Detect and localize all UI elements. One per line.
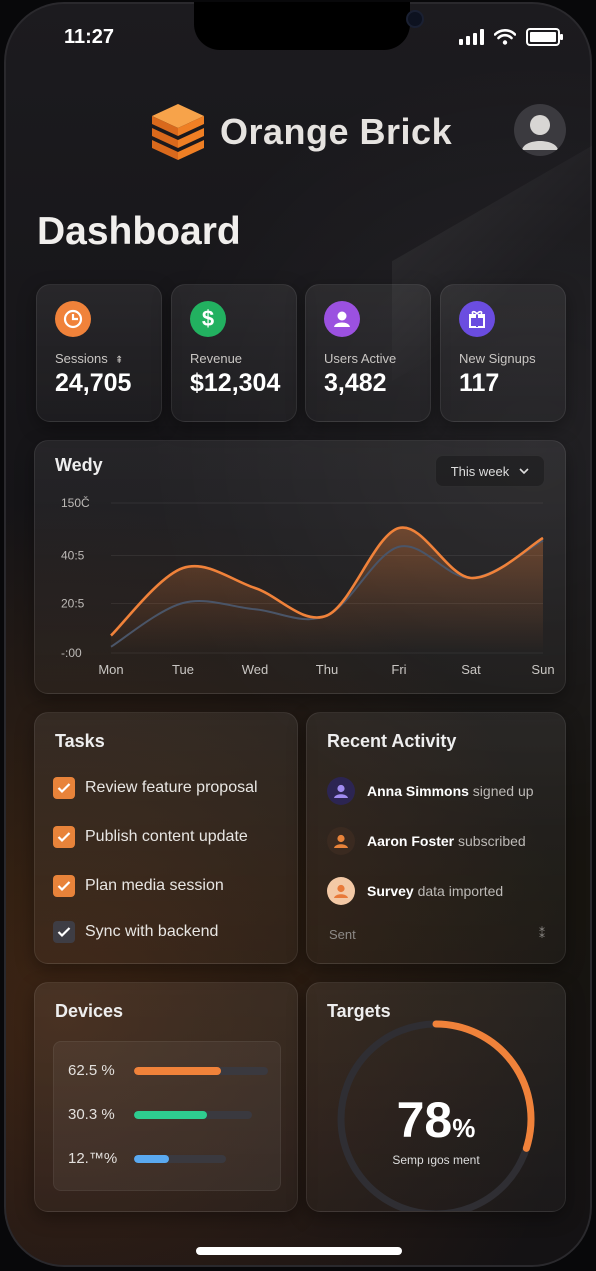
stat-card-sessions[interactable]: Sessions ⇞ 24,705 <box>36 284 162 422</box>
tasks-title: Tasks <box>55 731 105 751</box>
camera-icon <box>406 10 424 28</box>
task-label: Plan media session <box>85 877 224 894</box>
x-tick-label: Tue <box>172 662 194 677</box>
range-dropdown-label: This week <box>450 463 510 479</box>
y-tick-label: 40:5 <box>61 549 85 563</box>
devices-panel: 62.5 % 30.3 % 12.™% <box>53 1041 281 1191</box>
activity-card: Recent Activity Anna Simmons signed up A… <box>306 712 566 964</box>
chart-title: Wedy <box>55 455 103 475</box>
y-tick-label: -:00 <box>61 646 82 660</box>
devices-title: Devices <box>55 1001 124 1021</box>
checkbox-checked-icon[interactable] <box>53 921 75 943</box>
task-item[interactable]: Publish content update <box>53 826 248 848</box>
activity-item[interactable]: Anna Simmons signed up <box>327 777 534 805</box>
notch <box>194 2 424 50</box>
stat-value: 117 <box>459 369 500 397</box>
x-tick-label: Fri <box>391 662 406 677</box>
activity-action: signed up <box>472 783 534 799</box>
user-avatar-icon <box>327 877 355 905</box>
phone-screen: 11:27 Orange Brick Dashboard <box>4 2 592 1267</box>
targets-caption: Semp ıgos ment <box>392 1153 480 1167</box>
user-silhouette-icon <box>522 115 558 150</box>
profile-avatar[interactable] <box>514 104 566 156</box>
device-progress-bar <box>134 1110 252 1119</box>
stat-label: New Signups <box>459 351 536 366</box>
targets-progress-ring <box>337 1020 535 1211</box>
status-time: 11:27 <box>64 26 115 48</box>
stat-value: 24,705 <box>55 369 132 397</box>
activity-footer[interactable]: Sent <box>329 927 356 942</box>
checkbox-checked-icon[interactable] <box>53 875 75 897</box>
x-tick-label: Thu <box>316 662 338 677</box>
checkbox-checked-icon[interactable] <box>53 777 75 799</box>
activity-item[interactable]: Survey data imported <box>327 877 503 905</box>
targets-value: 78% <box>396 1092 476 1148</box>
stat-label: Users Active <box>324 351 397 366</box>
stat-label: Revenue <box>190 351 243 366</box>
task-label: Sync with backend <box>85 923 219 940</box>
activity-name: Anna Simmons <box>367 783 469 799</box>
user-avatar-icon <box>327 777 355 805</box>
activity-action: data imported <box>417 883 504 899</box>
activity-title: Recent Activity <box>327 731 457 751</box>
dollar-icon: $ <box>190 301 226 337</box>
battery-icon <box>526 28 563 46</box>
device-row: 62.5 % <box>68 1062 268 1079</box>
range-dropdown[interactable]: This week <box>435 455 545 487</box>
clock-icon <box>55 301 91 337</box>
line-chart: 150Č 40:5 20:5 -:00 Mon Tue Wed Thu Fri Sat Sun <box>61 495 555 677</box>
x-tick-label: Sun <box>531 662 554 677</box>
stat-card-revenue[interactable]: $ Revenue $12,304 <box>171 284 297 422</box>
devices-card: Devices 62.5 % 30.3 % 12.™% <box>34 982 298 1212</box>
activity-footer-icon: ⁑ <box>539 927 545 941</box>
x-tick-label: Sat <box>461 662 481 677</box>
stat-card-new-signups[interactable]: New Signups 117 <box>440 284 566 422</box>
page-title: Dashboard <box>37 210 241 253</box>
sessions-marker: ⇞ <box>114 355 124 366</box>
device-progress-bar <box>134 1154 226 1163</box>
gift-icon <box>459 301 495 337</box>
home-indicator[interactable] <box>196 1247 402 1255</box>
device-percent: 12.™% <box>68 1150 118 1167</box>
x-tick-label: Mon <box>98 662 123 677</box>
task-label: Review feature proposal <box>85 779 258 796</box>
signal-icon <box>459 29 484 45</box>
activity-item[interactable]: Aaron Foster subscribed <box>327 827 526 855</box>
brand-name: Orange Brick <box>220 111 453 152</box>
task-label: Publish content update <box>85 828 248 845</box>
series-area <box>111 527 543 653</box>
x-tick-label: Wed <box>242 662 269 677</box>
user-icon <box>324 301 360 337</box>
device-percent: 30.3 % <box>68 1106 115 1123</box>
stat-card-users-active[interactable]: Users Active 3,482 <box>305 284 431 422</box>
checkbox-checked-icon[interactable] <box>53 826 75 848</box>
y-tick-label: 20:5 <box>61 597 85 611</box>
activity-action: subscribed <box>458 833 526 849</box>
status-icons <box>459 28 563 46</box>
brick-logo-icon <box>152 104 204 160</box>
chevron-down-icon <box>519 467 529 474</box>
wifi-icon <box>494 29 516 45</box>
user-avatar-icon <box>327 827 355 855</box>
stat-label: Sessions ⇞ <box>55 351 124 366</box>
y-tick-label: 150Č <box>61 495 90 510</box>
activity-name: Aaron Foster <box>367 833 455 849</box>
device-row: 12.™% <box>68 1150 226 1167</box>
activity-name: Survey <box>367 883 414 899</box>
device-progress-bar <box>134 1066 268 1075</box>
brand: Orange Brick <box>150 102 452 162</box>
device-row: 30.3 % <box>68 1106 252 1123</box>
targets-card: Targets 78% Semp ıgos ment <box>306 982 566 1212</box>
series-line-primary <box>110 526 544 637</box>
tasks-card: Tasks Review feature proposal Publish co… <box>34 712 298 964</box>
stat-value: 3,482 <box>324 369 387 397</box>
task-item[interactable]: Sync with backend <box>53 921 218 943</box>
chart-card: Wedy This week 150Č 40:5 20:5 -:00 Mon Tue Wed… <box>34 440 566 694</box>
task-item[interactable]: Review feature proposal <box>53 777 258 799</box>
device-percent: 62.5 % <box>68 1062 115 1079</box>
targets-title: Targets <box>327 1001 391 1021</box>
ring-progress <box>432 1020 535 1152</box>
stat-value: $12,304 <box>190 369 281 397</box>
task-item[interactable]: Plan media session <box>53 875 224 897</box>
